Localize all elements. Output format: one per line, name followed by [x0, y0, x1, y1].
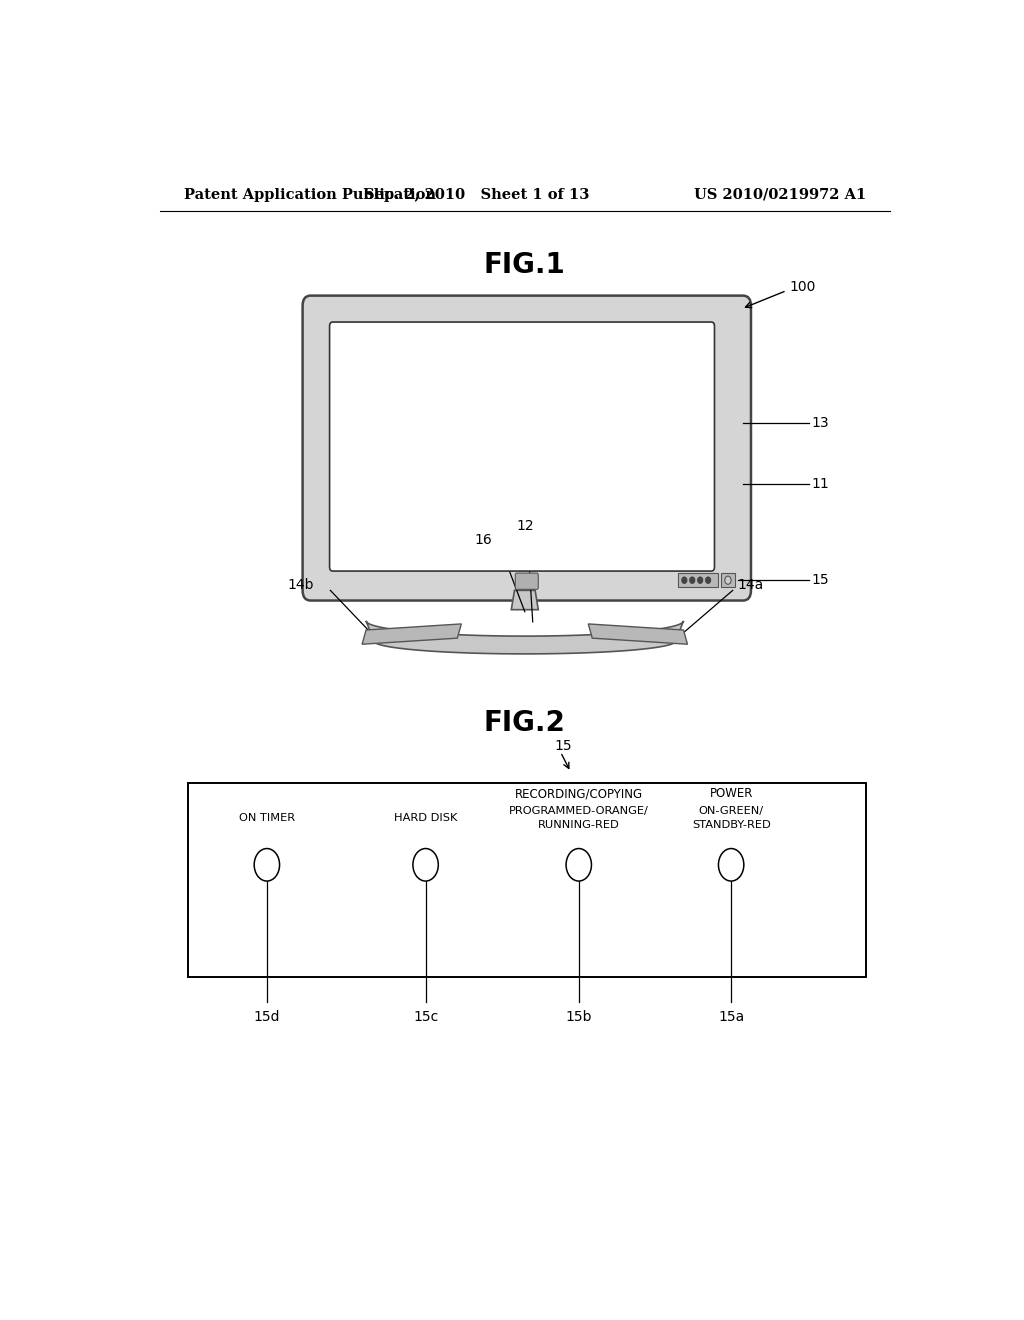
Circle shape: [719, 849, 743, 880]
Text: 14b: 14b: [288, 578, 314, 593]
Polygon shape: [367, 620, 684, 653]
Polygon shape: [588, 624, 687, 644]
Circle shape: [725, 576, 731, 585]
Text: 15c: 15c: [413, 1010, 438, 1024]
FancyBboxPatch shape: [303, 296, 751, 601]
Bar: [721, 573, 735, 587]
Circle shape: [413, 849, 438, 880]
Text: 11: 11: [811, 477, 829, 491]
Text: FIG.1: FIG.1: [484, 251, 565, 279]
Text: US 2010/0219972 A1: US 2010/0219972 A1: [694, 187, 866, 202]
FancyBboxPatch shape: [330, 322, 715, 572]
Polygon shape: [362, 624, 461, 644]
Text: Sep. 2, 2010   Sheet 1 of 13: Sep. 2, 2010 Sheet 1 of 13: [365, 187, 590, 202]
Text: 100: 100: [790, 280, 815, 294]
Text: FIG.2: FIG.2: [484, 709, 565, 737]
Text: 15d: 15d: [254, 1010, 281, 1024]
Circle shape: [566, 849, 592, 880]
Polygon shape: [511, 590, 539, 610]
Text: RECORDING/COPYING: RECORDING/COPYING: [515, 787, 643, 800]
Text: 14a: 14a: [737, 578, 764, 593]
Text: 12: 12: [516, 519, 534, 533]
Text: 15: 15: [554, 739, 571, 752]
FancyBboxPatch shape: [515, 573, 539, 589]
Text: PROGRAMMED-ORANGE/: PROGRAMMED-ORANGE/: [509, 807, 648, 816]
Text: STANDBY-RED: STANDBY-RED: [692, 820, 770, 830]
Circle shape: [690, 577, 694, 583]
Text: ON TIMER: ON TIMER: [239, 813, 295, 824]
Text: RUNNING-RED: RUNNING-RED: [538, 820, 620, 830]
Bar: [678, 573, 718, 587]
Text: ON-GREEN/: ON-GREEN/: [698, 807, 764, 816]
Text: 15: 15: [811, 573, 828, 587]
Text: HARD DISK: HARD DISK: [394, 813, 458, 824]
Circle shape: [682, 577, 687, 583]
Text: POWER: POWER: [710, 787, 753, 800]
Circle shape: [697, 577, 702, 583]
Circle shape: [254, 849, 280, 880]
Bar: [187, 784, 866, 977]
Text: 15b: 15b: [565, 1010, 592, 1024]
Text: 13: 13: [811, 416, 828, 430]
Text: 16: 16: [475, 532, 493, 546]
Text: 15a: 15a: [718, 1010, 744, 1024]
Text: Patent Application Publication: Patent Application Publication: [183, 187, 435, 202]
Circle shape: [706, 577, 711, 583]
